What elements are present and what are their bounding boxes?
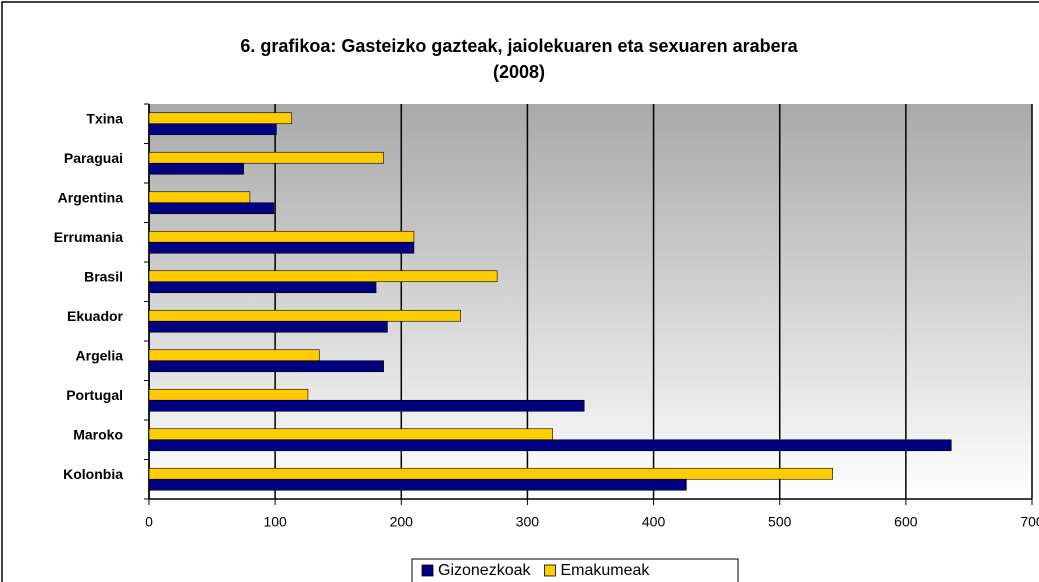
y-tick-label: Paraguai [64, 150, 123, 166]
x-tick-label: 500 [768, 514, 792, 530]
legend-label: Emakumeak [561, 562, 651, 579]
y-tick-label: Portugal [66, 387, 123, 403]
bar [148, 191, 251, 204]
bar [148, 112, 292, 125]
bar [148, 320, 388, 333]
x-tick-label: 0 [145, 514, 153, 530]
legend-swatch [544, 564, 556, 577]
bar [148, 270, 498, 283]
y-tick-label: Maroko [73, 426, 123, 442]
bar [148, 241, 415, 254]
bar [148, 309, 461, 322]
x-tick-label: 300 [516, 514, 540, 530]
y-tick-label: Argentina [58, 189, 124, 205]
bar [148, 399, 585, 412]
x-tick-label: 600 [894, 514, 918, 530]
x-tick-label: 200 [390, 514, 414, 530]
y-tick-label: Errumania [54, 229, 123, 245]
x-tick-label: 100 [263, 514, 287, 530]
bar [148, 230, 415, 243]
y-tick-label: Argelia [76, 347, 124, 363]
bar [148, 439, 952, 452]
y-tick-label: Brasil [84, 268, 123, 284]
chart-title: (2008) [493, 62, 545, 82]
bar [148, 162, 244, 175]
bar [148, 281, 377, 294]
y-tick-label: Ekuador [67, 308, 124, 324]
y-tick-label: Txina [86, 110, 123, 126]
bar [148, 202, 275, 215]
bar [148, 349, 320, 362]
legend-label: Gizonezkoak [438, 562, 531, 579]
legend [411, 558, 739, 582]
chart-title: 6. grafikoa: Gasteizko gazteak, jaioleku… [240, 36, 798, 56]
legend-swatch [421, 564, 434, 577]
bar [148, 123, 277, 136]
bar [148, 388, 309, 401]
x-tick-label: 400 [642, 514, 666, 530]
bar [148, 151, 384, 164]
bar [148, 467, 833, 480]
bar [148, 360, 384, 373]
x-tick-label: 700 [1020, 514, 1039, 530]
bar [148, 428, 553, 441]
y-tick-label: Kolonbia [63, 466, 123, 482]
bar [148, 478, 687, 491]
